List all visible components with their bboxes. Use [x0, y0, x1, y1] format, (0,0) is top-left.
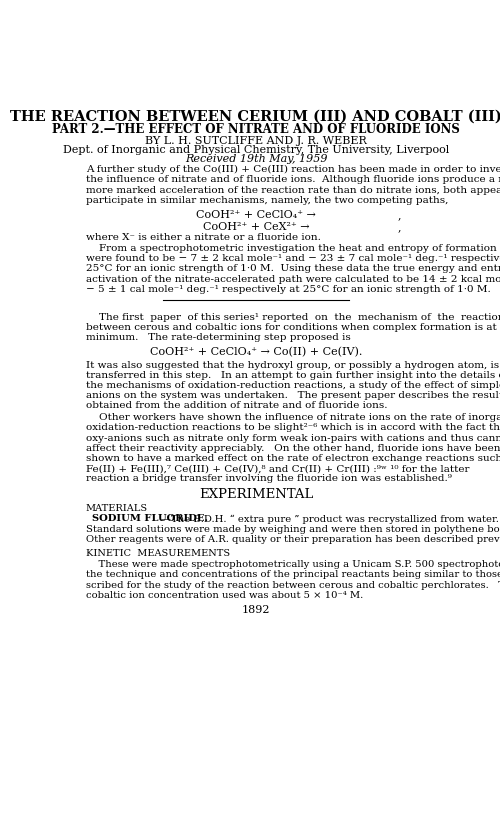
Text: CoOH²⁺ + CeClO₄⁺ → Co(II) + Ce(IV).: CoOH²⁺ + CeClO₄⁺ → Co(II) + Ce(IV).	[150, 347, 362, 357]
Text: CoOH²⁺ + CeClO₄⁺ →: CoOH²⁺ + CeClO₄⁺ →	[196, 210, 316, 220]
Text: obtained from the addition of nitrate and of fluoride ions.: obtained from the addition of nitrate an…	[86, 401, 387, 411]
Text: activation of the nitrate-accelerated path were calculated to be 14 ± 2 kcal mol: activation of the nitrate-accelerated pa…	[86, 275, 500, 283]
Text: scribed for the study of the reaction between cerous and cobaltic perchlorates. : scribed for the study of the reaction be…	[86, 581, 500, 590]
Text: between cerous and cobaltic ions for conditions when complex formation is at a: between cerous and cobaltic ions for con…	[86, 323, 500, 332]
Text: cobaltic ion concentration used was about 5 × 10⁻⁴ M.: cobaltic ion concentration used was abou…	[86, 591, 363, 600]
Text: PART 2.—THE EFFECT OF NITRATE AND OF FLUORIDE IONS: PART 2.—THE EFFECT OF NITRATE AND OF FLU…	[52, 122, 460, 135]
Text: BY L. H. SUTCLIFFE AND J. R. WEBER: BY L. H. SUTCLIFFE AND J. R. WEBER	[146, 136, 367, 146]
Text: Other workers have shown the influence of nitrate ions on the rate of inorganic: Other workers have shown the influence o…	[86, 413, 500, 422]
Text: the technique and concentrations of the principal reactants being similar to tho: the technique and concentrations of the …	[86, 571, 500, 579]
Text: A further study of the Co(III) + Ce(III) reaction has been made in order to inve: A further study of the Co(III) + Ce(III)…	[86, 165, 500, 174]
Text: − 5 ± 1 cal mole⁻¹ deg.⁻¹ respectively at 25°C for an ionic strength of 1·0 M.: − 5 ± 1 cal mole⁻¹ deg.⁻¹ respectively a…	[86, 285, 490, 294]
Text: Dept. of Inorganic and Physical Chemistry, The University, Liverpool: Dept. of Inorganic and Physical Chemistr…	[63, 145, 450, 155]
Text: SODIUM FLUORIDE.: SODIUM FLUORIDE.	[92, 515, 208, 524]
Text: anions on the system was undertaken.   The present paper describes the results: anions on the system was undertaken. The…	[86, 391, 500, 400]
Text: participate in similar mechanisms, namely, the two competing paths,: participate in similar mechanisms, namel…	[86, 196, 448, 205]
Text: oxy-anions such as nitrate only form weak ion-pairs with cations and thus cannot: oxy-anions such as nitrate only form wea…	[86, 434, 500, 443]
Text: CoOH²⁺ + CeX²⁺ →: CoOH²⁺ + CeX²⁺ →	[203, 222, 310, 232]
Text: Standard solutions were made by weighing and were then stored in polythene bottl: Standard solutions were made by weighing…	[86, 525, 500, 534]
Text: where X⁻ is either a nitrate or a fluoride ion.: where X⁻ is either a nitrate or a fluori…	[86, 233, 320, 242]
Text: Other reagents were of A.R. quality or their preparation has been described prev: Other reagents were of A.R. quality or t…	[86, 534, 500, 544]
Text: shown to have a marked effect on the rate of electron exchange reactions such as: shown to have a marked effect on the rat…	[86, 454, 500, 463]
Text: the influence of nitrate and of fluoride ions.  Although fluoride ions produce a: the influence of nitrate and of fluoride…	[86, 175, 500, 184]
Text: minimum.   The rate-determining step proposed is: minimum. The rate-determining step propo…	[86, 333, 350, 342]
Text: —The B.D.H. “ extra pure ” product was recrystallized from water.: —The B.D.H. “ extra pure ” product was r…	[162, 515, 499, 524]
Text: KINETIC  MEASUREMENTS: KINETIC MEASUREMENTS	[86, 549, 230, 558]
Text: 25°C for an ionic strength of 1·0 M.  Using these data the true energy and entro: 25°C for an ionic strength of 1·0 M. Usi…	[86, 264, 500, 273]
Text: The first  paper  of this series¹ reported  on  the  mechanism of  the  reaction: The first paper of this series¹ reported…	[86, 313, 500, 322]
Text: MATERIALS: MATERIALS	[86, 504, 148, 513]
Text: Received 19th May, 1959: Received 19th May, 1959	[185, 154, 328, 164]
Text: affect their reactivity appreciably.   On the other hand, fluoride ions have bee: affect their reactivity appreciably. On …	[86, 444, 500, 453]
Text: the mechanisms of oxidation-reduction reactions, a study of the effect of simple: the mechanisms of oxidation-reduction re…	[86, 381, 500, 390]
Text: transferred in this step.   In an attempt to gain further insight into the detai: transferred in this step. In an attempt …	[86, 371, 500, 380]
Text: ,: ,	[398, 222, 401, 232]
Text: THE REACTION BETWEEN CERIUM (III) AND COBALT (III): THE REACTION BETWEEN CERIUM (III) AND CO…	[10, 109, 500, 123]
Text: Fe(II) + Fe(III),⁷ Ce(III) + Ce(IV),⁸ and Cr(II) + Cr(III) :⁹ʷ ¹⁰ for the latter: Fe(II) + Fe(III),⁷ Ce(III) + Ce(IV),⁸ an…	[86, 464, 469, 473]
Text: 1892: 1892	[242, 605, 270, 615]
Text: reaction a bridge transfer involving the fluoride ion was established.⁹: reaction a bridge transfer involving the…	[86, 474, 452, 483]
Text: It was also suggested that the hydroxyl group, or possibly a hydrogen atom, is: It was also suggested that the hydroxyl …	[86, 360, 499, 369]
Text: more marked acceleration of the reaction rate than do nitrate ions, both appear : more marked acceleration of the reaction…	[86, 186, 500, 195]
Text: These were made spectrophotometrically using a Unicam S.P. 500 spectrophotometer: These were made spectrophotometrically u…	[86, 560, 500, 569]
Text: EXPERIMENTAL: EXPERIMENTAL	[199, 488, 314, 501]
Text: were found to be − 7 ± 2 kcal mole⁻¹ and − 23 ± 7 cal mole⁻¹ deg.⁻¹ respectively: were found to be − 7 ± 2 kcal mole⁻¹ and…	[86, 254, 500, 263]
Text: From a spectrophotometric investigation the heat and entropy of formation of CeN: From a spectrophotometric investigation …	[86, 244, 500, 253]
Text: oxidation-reduction reactions to be slight²⁻⁶ which is in accord with the fact t: oxidation-reduction reactions to be slig…	[86, 424, 500, 433]
Text: ,: ,	[398, 210, 401, 220]
